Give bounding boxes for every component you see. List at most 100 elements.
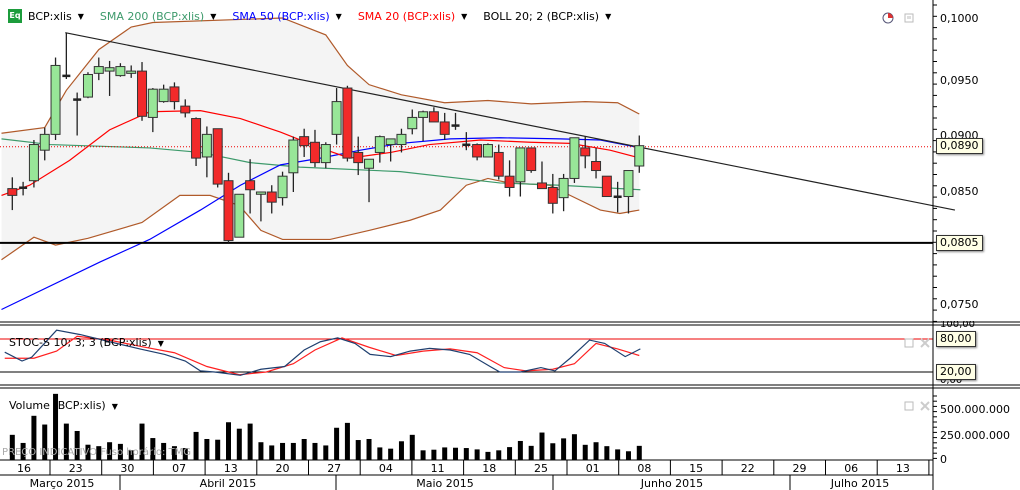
day-label: 16 xyxy=(17,462,31,475)
volume-bar xyxy=(636,445,642,460)
stoch-d-line xyxy=(4,335,640,376)
day-label: 30 xyxy=(120,462,135,475)
volume-axis-label: 500.000.000 xyxy=(940,403,1010,416)
day-label: 13 xyxy=(223,462,238,475)
dropdown-arrow-icon[interactable]: ▼ xyxy=(335,11,342,21)
stoch-axis-bottom: 0,00 xyxy=(940,380,962,385)
month-label: Março 2015 xyxy=(29,477,95,490)
dropdown-arrow-icon[interactable]: ▼ xyxy=(605,11,612,21)
maximize-icon[interactable] xyxy=(904,338,914,348)
volume-bar xyxy=(74,430,80,460)
candle-up xyxy=(374,136,385,153)
volume-panel[interactable] xyxy=(9,393,642,460)
candle-up xyxy=(418,111,429,118)
price-label: 0,1000 xyxy=(940,12,979,25)
volume-title[interactable]: Volume (BCP:xlis) ▼ xyxy=(9,399,118,412)
day-label: 25 xyxy=(534,462,548,475)
boll-label: BOLL 20; 2 (BCP:xlis) xyxy=(483,9,600,23)
month-label: Julho 2015 xyxy=(830,477,890,490)
candle-up xyxy=(331,101,342,135)
close-icon[interactable] xyxy=(920,338,930,348)
volume-bar xyxy=(398,441,404,460)
candle-up xyxy=(407,116,418,130)
sma20-label: SMA 20 (BCP:xlis) xyxy=(357,9,456,23)
volume-bar xyxy=(442,447,448,460)
stoch-high-tag: 80,00 xyxy=(936,331,976,347)
volume-bar xyxy=(409,434,415,460)
day-label: 07 xyxy=(172,462,187,475)
day-label: 01 xyxy=(585,462,600,475)
price-label: 0,0950 xyxy=(940,74,979,87)
volume-bar xyxy=(571,434,577,460)
volume-bar xyxy=(42,424,48,460)
volume-bar xyxy=(517,440,523,460)
candle-down xyxy=(353,151,364,164)
candle-up xyxy=(82,73,93,98)
legend-sma200[interactable]: SMA 200 (BCP:xlis) ▼ xyxy=(100,10,216,23)
volume-bar xyxy=(496,450,502,460)
maximize-icon[interactable] xyxy=(904,13,914,23)
price-label: 0,0850 xyxy=(940,185,979,198)
volume-bar xyxy=(31,415,37,460)
axis-ticks xyxy=(933,4,937,459)
stochastic-panel[interactable] xyxy=(0,329,933,376)
volume-bar xyxy=(334,427,340,460)
candle-up xyxy=(515,147,526,183)
day-label: 20 xyxy=(275,462,290,475)
volume-bar xyxy=(463,448,469,460)
volume-bar xyxy=(561,438,567,460)
candle-down xyxy=(580,147,591,157)
candle-down xyxy=(493,151,504,177)
day-label: 29 xyxy=(792,462,807,475)
volume-bar xyxy=(193,431,199,460)
candle-down xyxy=(309,141,320,164)
stoch-label: STOC-S 10; 3; 3 (BCP:xlis) xyxy=(9,336,152,349)
legend-boll[interactable]: BOLL 20; 2 (BCP:xlis) ▼ xyxy=(483,10,611,23)
candle-up xyxy=(50,64,61,135)
eq-logo-icon: Eq xyxy=(8,9,22,23)
legend-sma50[interactable]: SMA 50 (BCP:xlis) ▼ xyxy=(232,10,341,23)
dropdown-arrow-icon[interactable]: ▼ xyxy=(111,402,118,411)
volume-bar xyxy=(236,428,242,460)
candle-down xyxy=(439,121,450,135)
candle-down xyxy=(504,175,515,188)
clock-icon[interactable] xyxy=(882,12,894,24)
volume-axis-label: 0 xyxy=(940,453,947,466)
volume-bar xyxy=(117,443,123,460)
close-icon[interactable] xyxy=(920,401,930,411)
candle-up xyxy=(482,144,493,158)
candles xyxy=(7,32,645,243)
volume-bar xyxy=(485,451,491,460)
stoch-title[interactable]: STOC-S 10; 3; 3 (BCP:xlis) ▼ xyxy=(9,336,164,349)
dropdown-arrow-icon[interactable]: ▼ xyxy=(210,11,217,21)
volume-bar xyxy=(290,442,296,460)
stoch-axis-top: 100,00 xyxy=(940,321,975,328)
dropdown-arrow-icon[interactable]: ▼ xyxy=(157,339,164,348)
dropdown-arrow-icon[interactable]: ▼ xyxy=(77,11,84,21)
candle-down xyxy=(169,86,180,103)
candle-doji xyxy=(62,74,71,78)
volume-bar xyxy=(280,442,286,460)
volume-bar xyxy=(63,423,69,460)
dropdown-arrow-icon[interactable]: ▼ xyxy=(461,11,468,21)
legend-sma20[interactable]: SMA 20 (BCP:xlis) ▼ xyxy=(358,10,467,23)
sma50-label: SMA 50 (BCP:xlis) xyxy=(232,9,330,23)
volume-bar xyxy=(312,442,318,460)
candle-up xyxy=(93,66,104,74)
candle-up xyxy=(558,177,569,199)
volume-bar xyxy=(615,449,621,460)
sma50-line xyxy=(1,137,641,311)
maximize-icon[interactable] xyxy=(904,401,914,411)
candle-down xyxy=(180,105,191,114)
stoch-low-tag: 20,00 xyxy=(936,364,976,380)
volume-bar xyxy=(215,439,221,460)
candle-up xyxy=(288,139,299,174)
sma200-line xyxy=(1,138,641,191)
day-label: 11 xyxy=(430,462,445,475)
volume-bar xyxy=(128,450,134,460)
legend-symbol[interactable]: Eq BCP:xlis ▼ xyxy=(8,9,84,23)
legend-bar: Eq BCP:xlis ▼ SMA 200 (BCP:xlis) ▼ SMA 50 … xyxy=(8,9,627,23)
candle-up xyxy=(158,88,169,103)
